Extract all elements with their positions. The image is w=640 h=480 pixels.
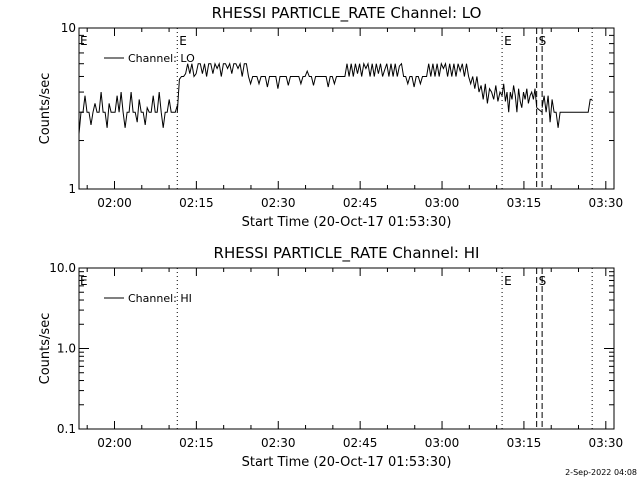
x-tick-label: 02:45 <box>343 196 378 210</box>
event-label: E <box>504 274 512 288</box>
event-label: E <box>80 34 88 48</box>
x-tick-label: 03:15 <box>507 436 542 450</box>
series-line <box>78 92 178 134</box>
series-line <box>541 95 593 128</box>
plot-panel-2: RHESSI PARTICLE_RATE Channel: HI Start Ti… <box>38 244 623 470</box>
legend-label: Channel: HI <box>128 292 192 305</box>
legend-label: Channel: LO <box>128 52 195 65</box>
y-tick-label: 0.1 <box>57 422 76 436</box>
x-tick-label: 03:30 <box>589 196 624 210</box>
x-tick-label: 02:15 <box>179 436 214 450</box>
x-axis-label: Start Time (20-Oct-17 01:53:30) <box>242 215 452 230</box>
x-tick-label: 03:00 <box>425 196 460 210</box>
chart-title: RHESSI PARTICLE_RATE Channel: LO <box>212 4 482 23</box>
series-line <box>176 61 503 113</box>
y-tick-label: 10 <box>61 21 76 35</box>
x-tick-label: 02:45 <box>343 436 378 450</box>
x-tick-label: 03:00 <box>425 436 460 450</box>
event-label: E <box>504 34 512 48</box>
y-tick-label: 1.0 <box>57 342 76 356</box>
plot-panel-1: RHESSI PARTICLE_RATE Channel: LO Start Ti… <box>38 4 623 230</box>
timestamp-footer: 2-Sep-2022 04:08 <box>565 468 637 477</box>
y-axis-label: Counts/sec <box>38 313 53 385</box>
x-tick-label: 02:30 <box>261 436 296 450</box>
event-label: E <box>80 274 88 288</box>
y-tick-label: 10.0 <box>49 261 76 275</box>
plot-frame <box>78 27 615 190</box>
series-line <box>501 83 538 113</box>
x-tick-label: 02:30 <box>261 196 296 210</box>
event-label: E <box>179 34 187 48</box>
x-tick-label: 02:00 <box>97 196 132 210</box>
x-tick-label: 02:00 <box>97 436 132 450</box>
x-tick-label: 03:30 <box>589 436 624 450</box>
y-tick-label: 1 <box>68 182 76 196</box>
y-axis-label: Counts/sec <box>38 73 53 145</box>
x-tick-label: 02:15 <box>179 196 214 210</box>
series-line <box>536 107 543 113</box>
x-tick-label: 03:15 <box>507 196 542 210</box>
chart-title: RHESSI PARTICLE_RATE Channel: HI <box>214 244 480 263</box>
x-axis-label: Start Time (20-Oct-17 01:53:30) <box>242 455 452 470</box>
